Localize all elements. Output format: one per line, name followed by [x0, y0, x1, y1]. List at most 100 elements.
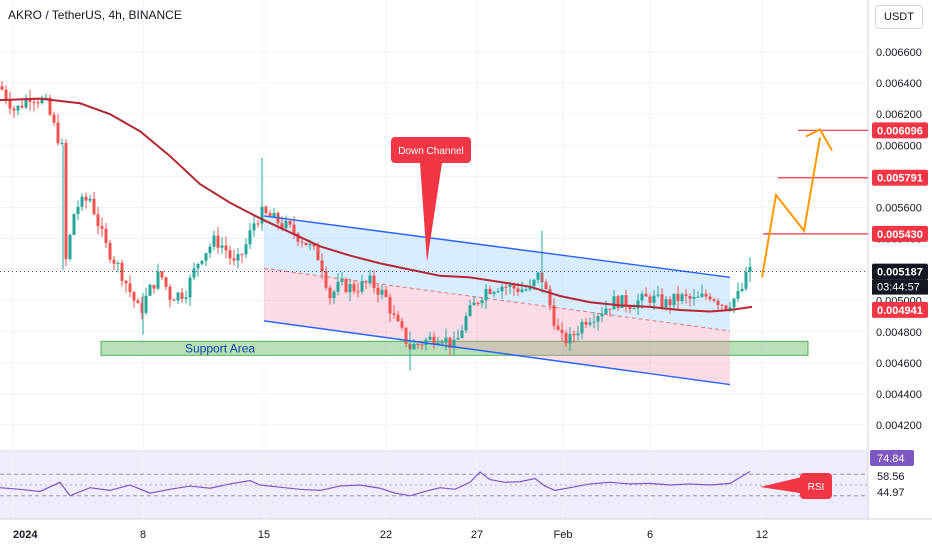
candle-body — [4, 89, 8, 100]
candle-body — [352, 284, 356, 292]
candle-body — [44, 97, 48, 99]
candle-body — [84, 196, 88, 201]
candle-body — [92, 198, 96, 215]
rsi-label: RSI — [808, 482, 825, 493]
candle-body — [236, 254, 240, 261]
candle-body — [480, 300, 484, 304]
candle-body — [556, 325, 560, 330]
candle-body — [32, 101, 36, 103]
candle-body — [120, 262, 124, 281]
candle-body — [136, 300, 140, 304]
candle-body — [96, 214, 100, 227]
candle-body — [256, 223, 260, 225]
candle-body — [440, 342, 444, 344]
symbol-title: AKRO / TetherUS, 4h, BINANCE — [8, 8, 182, 22]
candle-body — [628, 306, 632, 310]
candle-body — [332, 291, 336, 299]
candle-body — [28, 98, 32, 102]
candle-body — [436, 342, 440, 345]
candle-body — [708, 296, 712, 300]
candle-body — [348, 284, 352, 293]
candle-body — [512, 284, 516, 289]
candle-body — [596, 316, 600, 322]
candle-body — [164, 277, 168, 287]
candle-body — [160, 271, 164, 278]
candle-body — [372, 275, 376, 289]
candle-body — [676, 293, 680, 301]
candle-body — [616, 296, 620, 309]
candle-body — [248, 230, 252, 245]
candle-body — [736, 291, 740, 299]
candle-body — [368, 275, 372, 283]
candle-body — [696, 296, 700, 298]
candle-body — [100, 226, 104, 229]
candle-body — [76, 206, 80, 215]
price-tag-label: 0.006096 — [877, 125, 923, 137]
candle-body — [704, 293, 708, 297]
candle-body — [116, 262, 120, 264]
candle-body — [576, 333, 580, 336]
candle-body — [448, 337, 452, 348]
price-tag-bg — [872, 263, 928, 280]
projection-path — [761, 137, 821, 278]
candle-body — [468, 305, 472, 316]
currency-button[interactable]: USDT — [875, 5, 923, 29]
rsi-value-tag-bg — [870, 450, 914, 466]
candle-body — [688, 295, 692, 299]
price-tick-label: 0.006400 — [876, 78, 922, 90]
rsi-indicator: RSI 74.84 58.56 44.97 — [0, 450, 915, 501]
candle-body — [200, 260, 204, 264]
channel-lower-line — [263, 320, 731, 386]
candle-body — [216, 235, 220, 248]
candle-body — [624, 295, 628, 307]
date-tick-label: 22 — [380, 529, 392, 541]
countdown-label: 03:44:57 — [877, 282, 920, 294]
candle-body — [140, 303, 144, 313]
price-tick-label: 0.006600 — [876, 47, 922, 59]
candle-body — [428, 336, 432, 340]
candle-body — [208, 246, 212, 254]
candle-body — [464, 315, 468, 331]
candle-body — [324, 271, 328, 288]
candle-body — [604, 308, 608, 314]
price-tick-label: 0.004200 — [876, 420, 922, 432]
candle-body — [392, 313, 396, 315]
date-tick-label: 15 — [258, 529, 270, 541]
projection-arrowhead — [805, 128, 833, 151]
candle-body — [384, 289, 388, 297]
candle-body — [320, 260, 324, 272]
price-tags: 0.006096 0.005791 0.005430 0.005187 03:44:57… — [872, 122, 928, 318]
candle-body — [684, 294, 688, 296]
candle-body — [640, 293, 644, 301]
date-tick-label: Feb — [554, 529, 573, 541]
rsi-box — [800, 473, 832, 499]
candle-body — [712, 299, 716, 301]
candle-body — [316, 246, 320, 261]
candle-body — [128, 283, 132, 292]
candle-body — [340, 279, 344, 282]
candle-body — [172, 299, 176, 301]
candle-body — [88, 198, 92, 201]
candle-body — [572, 333, 576, 336]
candle-body — [184, 297, 188, 299]
candle-body — [288, 220, 292, 225]
down-channel-box — [391, 137, 471, 163]
candle-body — [308, 243, 312, 246]
candle-body — [584, 322, 588, 325]
candle-body — [524, 289, 528, 291]
candle-body — [716, 300, 720, 305]
candle-body — [456, 337, 460, 340]
candle-body — [548, 289, 552, 306]
candle-body — [0, 86, 4, 90]
candle-body — [356, 291, 360, 293]
candle-body — [268, 213, 272, 218]
rsi-pane-background — [0, 452, 868, 519]
candle-body — [544, 282, 548, 290]
candle-body — [632, 308, 636, 310]
candle-body — [672, 293, 676, 306]
candle-body — [220, 245, 224, 248]
candle-body — [176, 292, 180, 301]
candle-body — [412, 344, 416, 350]
candle-body — [300, 241, 304, 243]
